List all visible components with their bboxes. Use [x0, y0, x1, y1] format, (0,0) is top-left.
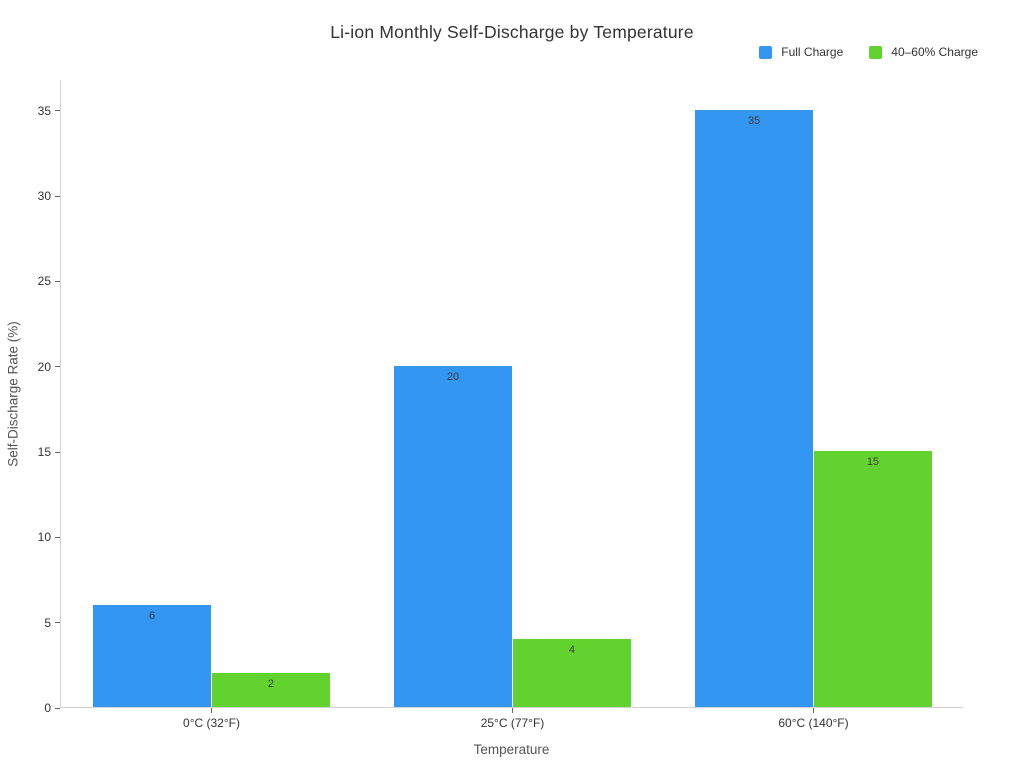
legend-swatch-full-charge-icon	[759, 45, 773, 59]
bar-40-60-charge-2	[813, 451, 933, 707]
bar-40-60-charge-1	[512, 638, 632, 707]
bar-full-charge-2	[694, 109, 814, 707]
y-axis-tick-mark	[55, 622, 60, 624]
legend-item-partial-charge: 40–60% Charge	[869, 45, 978, 59]
y-axis-tick-mark	[55, 280, 60, 282]
x-axis-tick-label: 25°C (77°F)	[480, 716, 545, 730]
bar-full-charge-1	[393, 365, 513, 707]
bar-40-60-charge-0	[211, 672, 331, 707]
legend-swatch-partial-charge-icon	[869, 45, 883, 59]
y-axis-tick-label: 30	[37, 189, 51, 204]
y-axis-tick-mark	[55, 536, 60, 538]
plot-area: 0 5 10 15 20 25 30 35 0°C (32°F) 25°C (77°F) 60°C …	[38, 80, 963, 730]
y-axis-tick-label: 5	[44, 615, 51, 630]
bar-full-charge-0	[92, 604, 212, 707]
y-axis-tick-mark	[55, 451, 60, 453]
y-axis-tick-label: 35	[37, 103, 51, 118]
x-axis-tick-mark	[813, 708, 814, 713]
y-axis-tick-label: 10	[37, 530, 51, 545]
y-axis-tick-label: 20	[37, 359, 51, 374]
y-axis-tick-label: 0	[44, 701, 51, 715]
y-axis-tick-mark	[55, 110, 60, 112]
chart-title: Li-ion Monthly Self-Discharge by Tempera…	[330, 22, 694, 42]
legend-label-full-charge: Full Charge	[781, 45, 844, 59]
x-axis-tick-mark	[211, 708, 212, 713]
bar-value-label: 2	[267, 677, 274, 690]
legend-item-full-charge: Full Charge	[759, 45, 843, 59]
y-axis-tick-label: 25	[37, 274, 51, 289]
legend: Full Charge 40–60% Charge	[759, 45, 978, 59]
y-axis-tick-mark	[55, 707, 60, 709]
x-axis-tick-label: 60°C (140°F)	[778, 716, 849, 730]
bar-value-label: 20	[446, 370, 460, 383]
bar-value-label: 35	[747, 114, 761, 127]
y-axis-title: Self-Discharge Rate (%)	[5, 321, 21, 467]
x-axis-tick-mark	[512, 708, 513, 713]
x-axis-title: Temperature	[473, 742, 550, 757]
bar-value-label: 4	[568, 643, 575, 656]
bar-value-label: 6	[148, 609, 156, 622]
y-axis-tick-label: 15	[37, 445, 51, 460]
x-axis-tick-label: 0°C (32°F)	[183, 716, 240, 730]
bar-value-label: 15	[866, 456, 880, 469]
legend-label-partial-charge: 40–60% Charge	[891, 45, 978, 59]
y-axis-tick-mark	[55, 366, 60, 368]
y-axis-tick-mark	[55, 195, 60, 197]
